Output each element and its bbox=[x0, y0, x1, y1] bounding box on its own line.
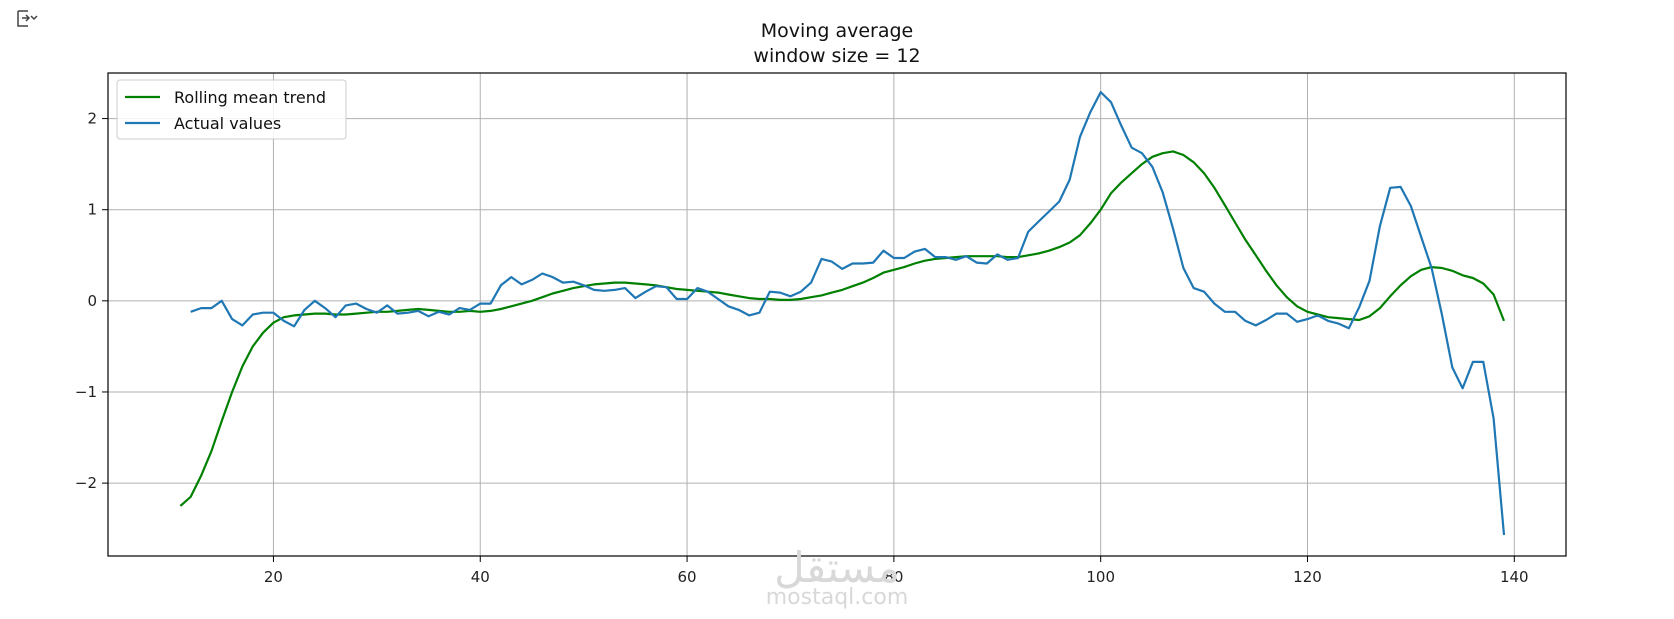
chart-subtitle: window size = 12 bbox=[753, 45, 920, 67]
watermark-arabic: مستقل bbox=[774, 543, 900, 592]
y-tick-label: 0 bbox=[87, 292, 97, 310]
y-tick-label: 1 bbox=[87, 201, 97, 219]
grid-lines bbox=[108, 73, 1566, 556]
x-tick-label: 60 bbox=[678, 568, 697, 586]
legend-box bbox=[116, 79, 347, 140]
x-axis: 20 40 60 80 100 120 140 bbox=[264, 556, 1529, 586]
y-axis: 2 1 0 −1 −2 bbox=[75, 110, 108, 492]
x-tick-label: 120 bbox=[1293, 568, 1322, 586]
chart-title: Moving average bbox=[761, 20, 913, 42]
y-tick-label: 2 bbox=[87, 110, 97, 128]
plot-frame bbox=[107, 72, 1567, 557]
series-line-actual-values bbox=[190, 90, 1506, 536]
x-tick-label: 140 bbox=[1500, 568, 1529, 586]
y-tick-label: −2 bbox=[75, 474, 97, 492]
x-tick-label: 40 bbox=[471, 568, 490, 586]
watermark-latin: mostaql.com bbox=[766, 585, 909, 610]
x-tick-label: 100 bbox=[1086, 568, 1115, 586]
y-tick-label: −1 bbox=[75, 383, 97, 401]
series-line-rolling-mean-trend bbox=[179, 150, 1506, 507]
legend-label-actual-values: Actual values bbox=[174, 114, 281, 133]
legend: Rolling mean trend Actual values bbox=[116, 79, 347, 140]
legend-label-rolling-mean: Rolling mean trend bbox=[174, 88, 326, 107]
output-toggle-icon[interactable] bbox=[16, 8, 38, 30]
x-tick-label: 20 bbox=[264, 568, 283, 586]
watermark: مستقل mostaql.com bbox=[766, 543, 909, 610]
x-tick-label: 80 bbox=[884, 568, 903, 586]
series-layer bbox=[179, 90, 1506, 536]
